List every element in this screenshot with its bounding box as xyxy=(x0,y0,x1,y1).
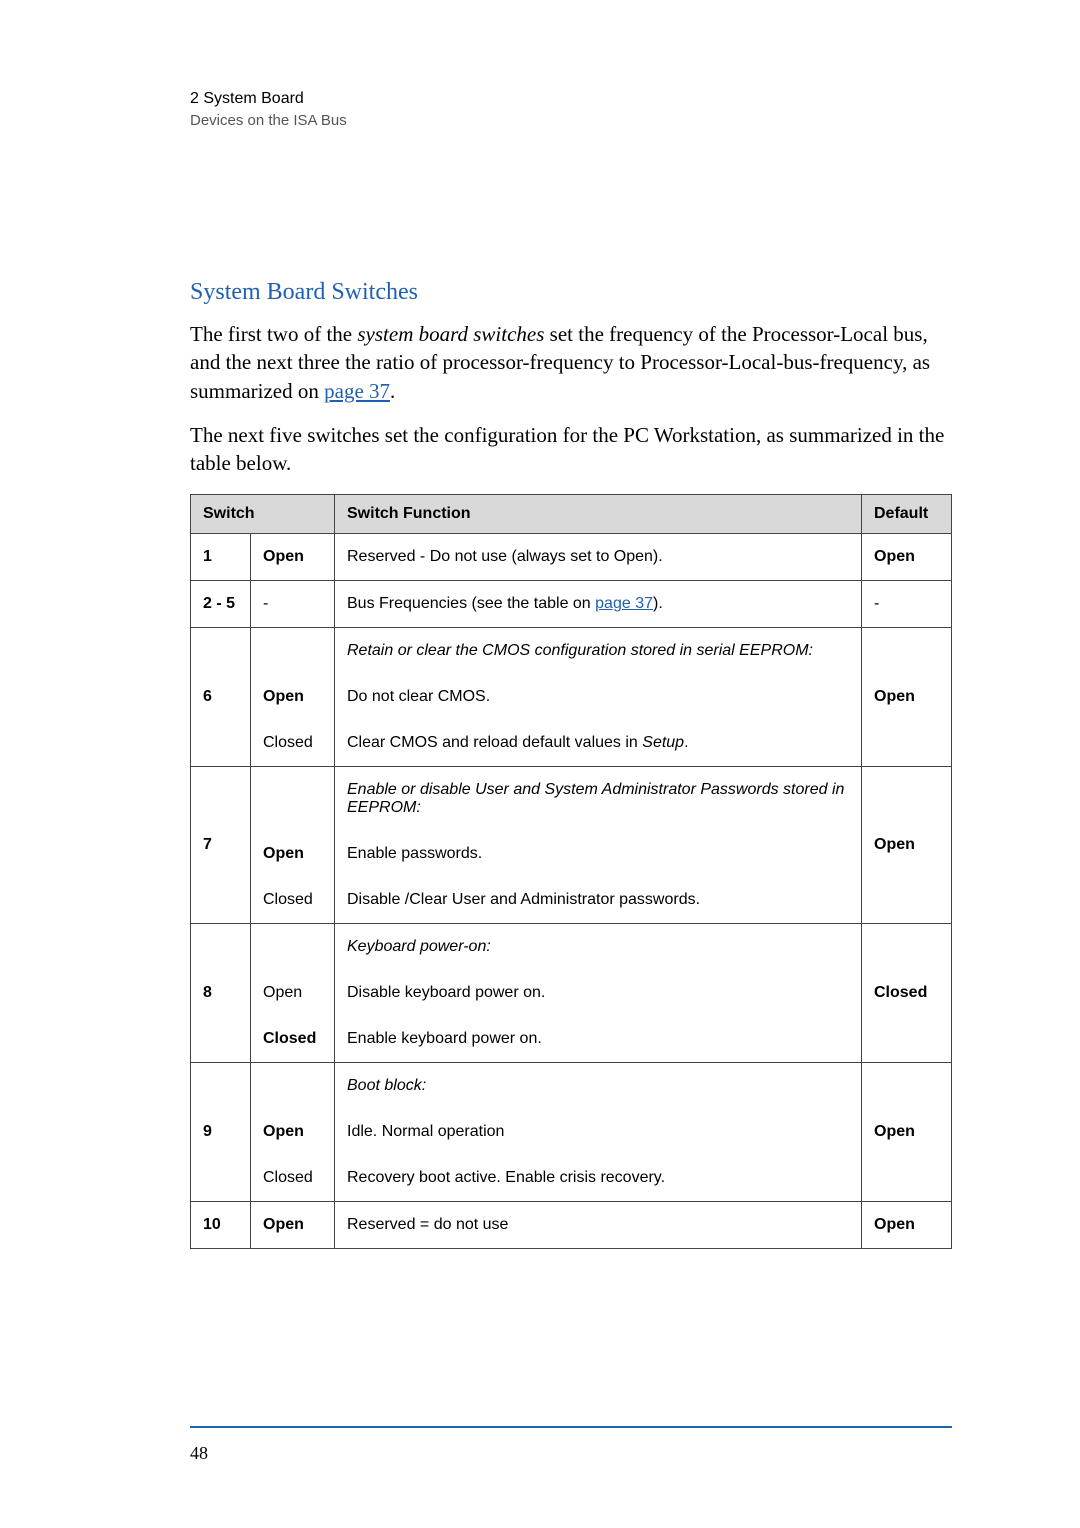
section-title: System Board Switches xyxy=(190,279,952,306)
switch-table: Switch Switch Function Default 1 Open Re… xyxy=(190,494,952,1249)
page-number: 48 xyxy=(190,1443,208,1464)
func-em: Setup xyxy=(642,734,684,751)
sw-def: Open xyxy=(862,766,952,923)
table-row: Closed Recovery boot active. Enable cris… xyxy=(191,1155,952,1202)
sw-func-head: Keyboard power-on: xyxy=(335,923,862,970)
table-row: 7 Open Enable or disable User and System… xyxy=(191,766,952,831)
sw-func: Clear CMOS and reload default values in … xyxy=(335,720,862,767)
th-switch: Switch xyxy=(191,494,335,533)
func-pre: Clear CMOS and reload default values in xyxy=(347,734,642,751)
sw-func: Enable passwords. xyxy=(335,831,862,877)
sw-pos: Open xyxy=(251,1201,335,1248)
sw-pos-open: Open xyxy=(263,845,304,862)
sw-def: Open xyxy=(862,1062,952,1201)
sw-func-head: Enable or disable User and System Admini… xyxy=(335,766,862,831)
sw-func: Do not clear CMOS. xyxy=(335,674,862,720)
sw-num: 6 xyxy=(191,627,251,766)
sw-pos: Closed xyxy=(251,1016,335,1063)
table-row: 1 Open Reserved - Do not use (always set… xyxy=(191,533,952,580)
paragraph-2: The next five switches set the configura… xyxy=(190,421,952,478)
sw-pos-open: Open xyxy=(263,1123,304,1140)
sw-def: - xyxy=(862,580,952,627)
sw-func-head: Boot block: xyxy=(335,1062,862,1109)
sw-num: 8 xyxy=(191,923,251,1062)
page-37-link[interactable]: page 37 xyxy=(324,379,390,403)
sw-pos: Closed xyxy=(251,877,335,924)
func-pre: Bus Frequencies (see the table on xyxy=(347,595,595,612)
th-default: Default xyxy=(862,494,952,533)
table-row: 9 Open Boot block: Open xyxy=(191,1062,952,1109)
func-post: ). xyxy=(653,595,663,612)
header-chapter: 2 System Board xyxy=(190,90,952,108)
table-row: 2 - 5 - Bus Frequencies (see the table o… xyxy=(191,580,952,627)
func-post: . xyxy=(684,734,688,751)
table-row: Closed Enable keyboard power on. xyxy=(191,1016,952,1063)
sw-func: Disable keyboard power on. xyxy=(335,970,862,1016)
sw-pos-open: Open xyxy=(263,688,304,705)
sw-pos: Open xyxy=(251,533,335,580)
sw-pos: Open xyxy=(251,923,335,1016)
paragraph-1: The first two of the system board switch… xyxy=(190,320,952,405)
table-row: 10 Open Reserved = do not use Open xyxy=(191,1201,952,1248)
p1-end: . xyxy=(390,379,395,403)
table-header-row: Switch Switch Function Default xyxy=(191,494,952,533)
sw-func: Reserved = do not use xyxy=(335,1201,862,1248)
sw-pos-open: Open xyxy=(263,984,302,1001)
sw-num: 10 xyxy=(191,1201,251,1248)
sw-def: Open xyxy=(862,627,952,766)
p1-pre: The first two of the xyxy=(190,322,357,346)
sw-func: Bus Frequencies (see the table on page 3… xyxy=(335,580,862,627)
sw-def: Closed xyxy=(862,923,952,1062)
sw-func: Reserved - Do not use (always set to Ope… xyxy=(335,533,862,580)
th-func: Switch Function xyxy=(335,494,862,533)
sw-def: Open xyxy=(862,533,952,580)
footer-rule xyxy=(190,1426,952,1428)
header-subsection: Devices on the ISA Bus xyxy=(190,112,952,129)
sw-func: Disable /Clear User and Administrator pa… xyxy=(335,877,862,924)
table-row: Closed Clear CMOS and reload default val… xyxy=(191,720,952,767)
p1-em: system board switches xyxy=(357,322,544,346)
sw-num: 1 xyxy=(191,533,251,580)
sw-pos: Closed xyxy=(251,1155,335,1202)
page-37-link[interactable]: page 37 xyxy=(595,595,653,612)
sw-num: 2 - 5 xyxy=(191,580,251,627)
sw-pos: - xyxy=(251,580,335,627)
sw-func: Recovery boot active. Enable crisis reco… xyxy=(335,1155,862,1202)
table-row: Closed Disable /Clear User and Administr… xyxy=(191,877,952,924)
sw-pos: Open xyxy=(251,1062,335,1155)
sw-pos: Closed xyxy=(251,720,335,767)
sw-func: Idle. Normal operation xyxy=(335,1109,862,1155)
sw-num: 9 xyxy=(191,1062,251,1201)
sw-def: Open xyxy=(862,1201,952,1248)
sw-func-head: Retain or clear the CMOS configuration s… xyxy=(335,627,862,674)
sw-num: 7 xyxy=(191,766,251,923)
sw-func: Enable keyboard power on. xyxy=(335,1016,862,1063)
sw-pos: Open xyxy=(251,627,335,720)
sw-pos: Open xyxy=(251,766,335,877)
table-row: 8 Open Keyboard power-on: Closed xyxy=(191,923,952,970)
table-row: 6 Open Retain or clear the CMOS configur… xyxy=(191,627,952,674)
